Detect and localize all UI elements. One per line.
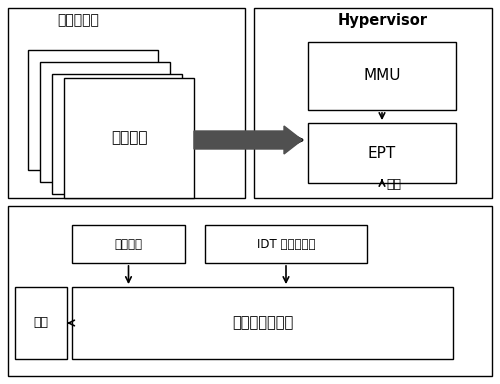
Bar: [40, 62, 170, 182]
Text: 报警: 报警: [34, 316, 48, 329]
Bar: [254, 8, 492, 198]
Bar: [8, 8, 245, 198]
Bar: [205, 225, 367, 263]
FancyArrow shape: [194, 126, 302, 154]
Text: MMU: MMU: [363, 68, 401, 83]
Bar: [28, 50, 158, 170]
Text: IDT 拦截与记录: IDT 拦截与记录: [257, 237, 316, 250]
Bar: [8, 206, 492, 376]
Bar: [52, 74, 182, 194]
Text: 页表监控: 页表监控: [114, 237, 142, 250]
Text: EPT: EPT: [368, 146, 396, 161]
Bar: [72, 225, 185, 263]
Text: 进程页表: 进程页表: [111, 131, 147, 146]
Text: 客户虚拟机: 客户虚拟机: [57, 13, 99, 27]
Bar: [72, 287, 453, 359]
Bar: [308, 42, 456, 110]
Bar: [64, 78, 194, 198]
Bar: [15, 287, 67, 359]
Text: 日志与关联分析: 日志与关联分析: [232, 316, 293, 331]
Text: Hypervisor: Hypervisor: [338, 13, 428, 28]
Bar: [308, 123, 456, 183]
Text: 记录: 记录: [386, 178, 401, 191]
